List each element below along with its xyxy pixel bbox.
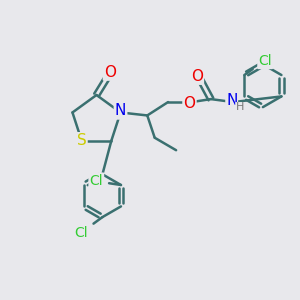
Text: H: H bbox=[236, 102, 244, 112]
Text: N: N bbox=[115, 103, 126, 118]
Text: N: N bbox=[226, 93, 237, 108]
Text: O: O bbox=[184, 96, 196, 111]
Text: O: O bbox=[104, 64, 116, 80]
Text: S: S bbox=[77, 133, 86, 148]
Text: Cl: Cl bbox=[89, 173, 103, 188]
Text: Cl: Cl bbox=[258, 54, 272, 68]
Text: Cl: Cl bbox=[74, 226, 88, 240]
Text: O: O bbox=[191, 69, 203, 84]
